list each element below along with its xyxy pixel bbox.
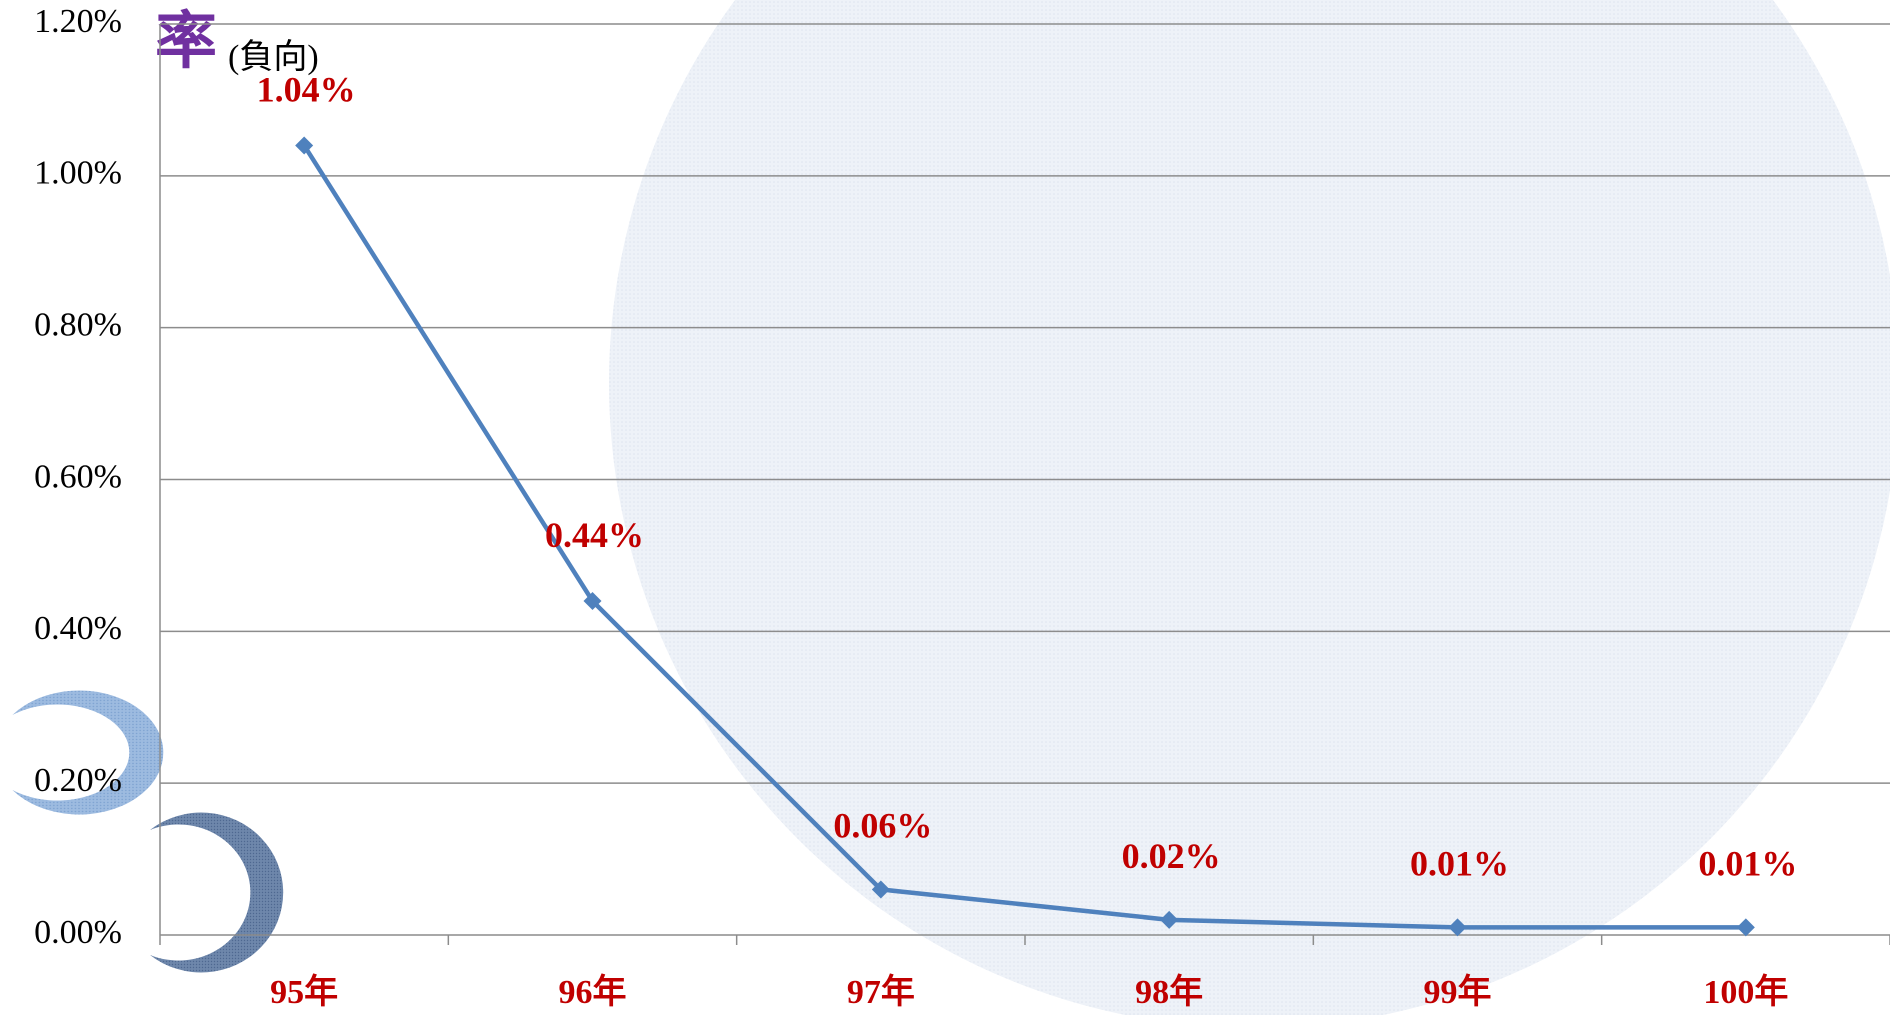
marker bbox=[1160, 910, 1179, 929]
marker bbox=[1736, 918, 1755, 937]
y-tick-label: 0.40% bbox=[34, 610, 122, 647]
x-tick-label: 100年 bbox=[1703, 973, 1788, 1011]
y-tick-label: 0.60% bbox=[34, 458, 122, 495]
line bbox=[302, 144, 1746, 930]
y-tick-label: 0.20% bbox=[34, 762, 122, 799]
value-label: 0.02% bbox=[1122, 836, 1221, 876]
marker bbox=[871, 880, 890, 899]
x-tick-label: 95年 bbox=[270, 973, 338, 1011]
y-tick-label: 0.00% bbox=[34, 914, 122, 951]
y-tick-label: 1.00% bbox=[34, 155, 122, 192]
x-tick-label: 99年 bbox=[1424, 973, 1492, 1011]
background-circle bbox=[609, 0, 1890, 1015]
x-tick-label: 97年 bbox=[847, 973, 915, 1011]
y-tick-label: 0.80% bbox=[34, 306, 122, 343]
x-tick-label: 98年 bbox=[1135, 973, 1203, 1011]
value-label: 0.01% bbox=[1410, 844, 1509, 884]
decor-ring bbox=[150, 812, 284, 973]
marker bbox=[295, 136, 314, 155]
marker bbox=[1448, 918, 1467, 937]
decor-ring bbox=[12, 690, 164, 815]
value-label: 0.44% bbox=[545, 515, 644, 555]
value-label: 0.06% bbox=[833, 806, 932, 846]
chart-subtitle: (負向) bbox=[228, 38, 319, 76]
marker bbox=[583, 591, 602, 610]
y-tick-label: 1.20% bbox=[34, 3, 122, 40]
x-tick-label: 96年 bbox=[559, 973, 627, 1011]
value-label: 1.04% bbox=[257, 70, 356, 110]
chart-title: 率 bbox=[155, 7, 217, 76]
value-label: 0.01% bbox=[1698, 844, 1797, 884]
